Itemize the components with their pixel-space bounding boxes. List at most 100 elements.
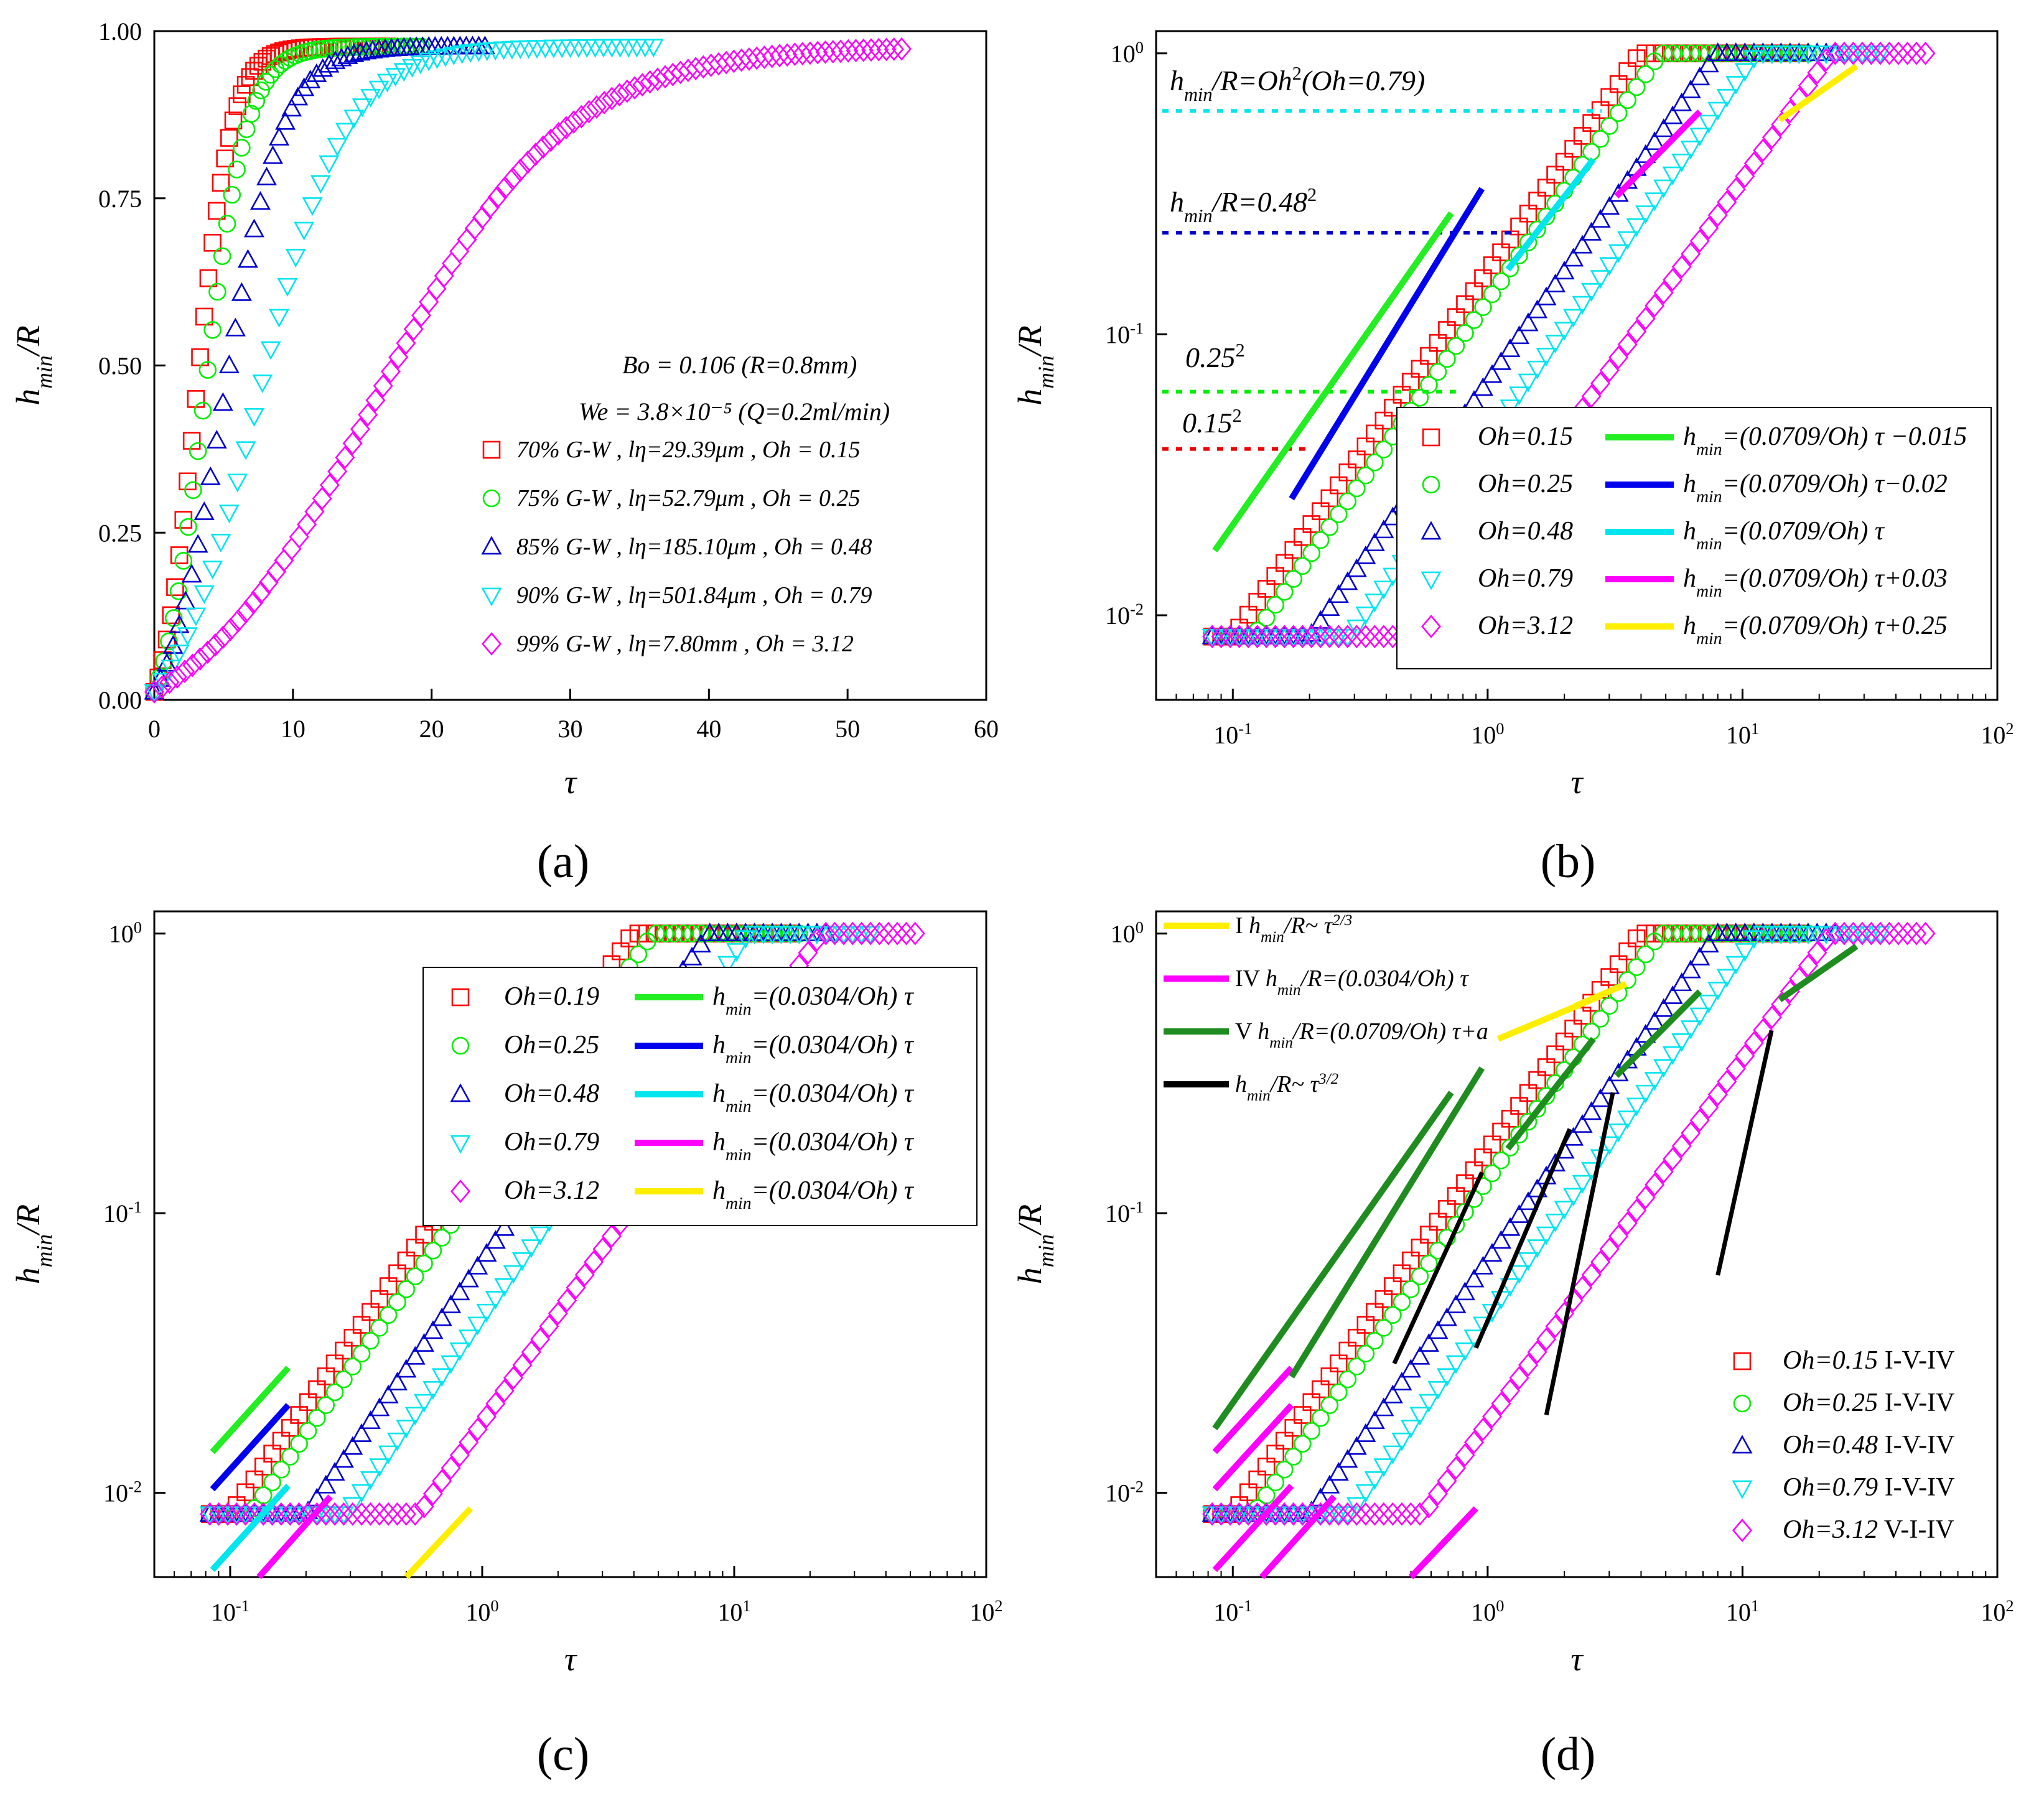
data-point-d [1454,1342,1475,1361]
data-point-d [1302,1422,1321,1440]
data-point-d [1699,1096,1719,1119]
data-point-b [1393,386,1411,404]
data-point-c [476,1303,497,1323]
data-point-d [1545,1213,1566,1232]
data-point-d [1635,1084,1656,1104]
x-tick-label-b: 102 [1981,719,2014,749]
legend-entry-b: Oh=0.15 [1478,422,1573,451]
data-point-d [1618,942,1636,961]
data-point-d [1645,924,1664,942]
data-point-c [905,921,925,946]
data-point-a [487,185,508,209]
data-point-d [1292,1503,1313,1522]
data-point-c [388,1293,406,1311]
data-point-c [378,1384,399,1403]
data-point-a [285,249,306,268]
data-point-b [1420,347,1438,365]
legend-entry-b: Oh=0.25 [1478,470,1573,498]
data-point-a [785,42,805,67]
data-point-a [343,109,365,129]
data-point-b [1266,567,1285,585]
data-point-c [379,1277,398,1295]
data-point-a [892,37,912,61]
y-tick-label-a: 0.50 [98,352,142,380]
fit-line-d [1505,1036,1596,1151]
legend-entry-d: Oh=0.25 I-V-IV [1783,1389,1954,1417]
y-axis-label-b: hmin/R [1011,325,1058,405]
data-point-a [199,269,218,287]
data-point-b [1302,544,1321,562]
data-point-d [1518,1191,1539,1211]
panel-caption-a: (a) [537,835,589,888]
data-point-a [228,609,248,633]
data-point-b [1691,44,1709,63]
regime-legend-label-d: hmin/R~ τ3/2 [1235,1071,1338,1104]
data-point-a [393,63,414,82]
data-point-c [521,1340,541,1364]
data-point-a [331,47,352,67]
data-point-b [1211,625,1231,649]
reference-label-b: 0.152 [1182,405,1242,439]
legend-fit-label-c: hmin=(0.0304/Oh) τ [712,1031,915,1067]
data-point-d [1572,1275,1593,1300]
data-point-d [1528,1100,1546,1118]
data-point-a [170,546,189,564]
data-point-b [1456,295,1474,314]
data-point-a [203,233,222,252]
data-point-a [480,195,500,219]
data-point-b [1536,348,1557,367]
data-point-d [1483,1164,1501,1183]
x-tick-label-a: 10 [281,715,306,743]
data-point-a [411,304,431,327]
data-point-a [472,205,493,230]
data-point-d [1364,1471,1385,1490]
data-point-a [762,44,782,68]
data-point-b [1465,311,1483,329]
data-point-a [159,670,180,694]
data-point-b [1671,254,1692,279]
data-point-d [1734,943,1755,962]
data-point-b [1365,625,1385,649]
data-point-d [1283,1502,1304,1526]
y-tick-label-b: 10-2 [1105,600,1144,630]
data-point-a [724,49,744,73]
data-point-c [557,1288,577,1313]
data-point-c [404,1346,426,1365]
data-point-d [1673,924,1691,942]
data-point-c [683,924,701,942]
data-point-b [1554,261,1575,280]
data-point-b [1735,164,1755,188]
legend-fit-label-b: hmin=(0.0709/Oh) τ−0.02 [1683,470,1948,506]
data-point-c [352,1344,371,1363]
regime-legend-label-d: IV hmin/R=(0.0304/Oh) τ [1235,966,1469,998]
x-tick-label-a: 60 [974,715,999,743]
data-point-d [1418,1333,1439,1352]
data-point-a [177,627,198,646]
data-point-d [1463,1430,1484,1454]
fit-line-d [1778,944,1859,1003]
data-point-c [369,1458,390,1478]
data-point-b [1581,283,1602,302]
data-point-a [202,561,223,580]
data-point-d [1229,1502,1249,1526]
data-point-a [281,98,302,117]
data-point-b [1627,49,1646,67]
data-point-d [1492,1151,1510,1170]
data-point-a [310,40,329,58]
data-point-a [220,617,241,641]
y-axis-label-d: hmin/R [1011,1204,1058,1284]
data-point-d [1438,1199,1456,1218]
data-point-a [252,375,273,394]
data-point-a [327,137,348,157]
data-point-d [1454,1282,1475,1301]
data-point-d [1663,924,1682,942]
x-tick-label-c: 100 [465,1596,498,1626]
data-point-d [1266,1473,1285,1492]
data-point-b [1202,625,1223,649]
data-point-d [1627,958,1646,976]
data-point-c [289,1502,309,1526]
data-point-b [1680,141,1701,160]
data-point-c [424,1241,442,1260]
data-point-d [1393,1264,1411,1283]
